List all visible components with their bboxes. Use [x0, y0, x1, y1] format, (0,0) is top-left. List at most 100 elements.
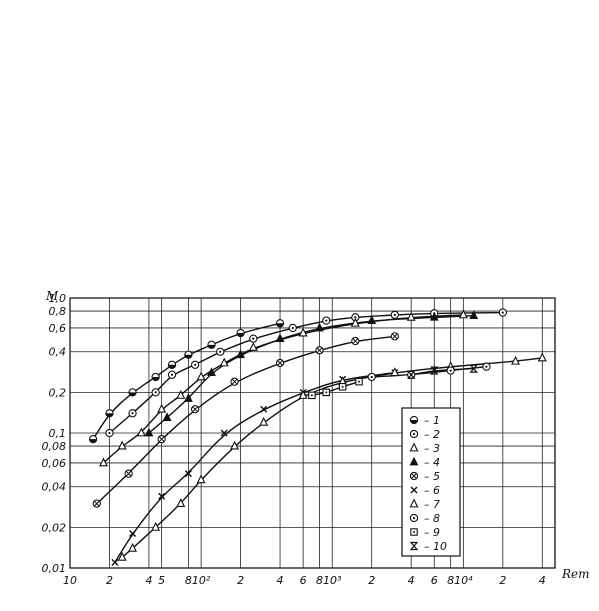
data-point-series-6	[158, 492, 166, 500]
data-point-series-2	[105, 428, 114, 438]
data-point-series-7	[390, 367, 400, 377]
legend-marker-5	[409, 471, 419, 481]
data-point-series-5	[190, 405, 200, 414]
data-point-series-5	[390, 332, 399, 341]
data-point-series-1	[167, 360, 177, 369]
data-point-series-5	[124, 469, 133, 478]
data-point-series-1	[151, 372, 160, 382]
y-tick-label: 0,06	[42, 457, 67, 470]
data-point-series-9	[338, 383, 347, 391]
x-tick-label: 2	[237, 574, 244, 587]
data-point-series-7	[537, 352, 547, 362]
data-point-series-5	[92, 499, 101, 508]
y-tick-label: 0,4	[49, 346, 67, 359]
x-tick-label: 5	[158, 574, 165, 587]
data-point-series-3	[298, 327, 308, 337]
y-tick-label: 1,0	[49, 292, 67, 305]
legend-label-7: – 7	[424, 498, 440, 511]
legend-marker-6	[410, 486, 418, 494]
series-curve-9	[311, 380, 360, 397]
legend-marker-2	[409, 429, 419, 439]
x-tick-label: 2	[368, 574, 375, 587]
data-point-series-1	[207, 340, 216, 349]
data-point-series-4	[275, 333, 285, 343]
data-point-series-1	[236, 328, 245, 338]
data-point-series-5	[230, 377, 239, 386]
data-point-series-2	[288, 323, 297, 333]
data-point-series-4	[144, 427, 154, 437]
data-point-series-3	[248, 342, 258, 351]
data-point-series-10	[406, 370, 416, 379]
data-point-series-3	[176, 389, 186, 399]
data-point-series-4	[236, 349, 246, 359]
data-point-series-9	[308, 391, 316, 400]
data-point-series-4	[315, 322, 324, 332]
data-point-series-2	[249, 334, 258, 343]
data-point-series-3	[219, 357, 229, 367]
data-point-series-4	[367, 315, 377, 324]
x-axis-label: Reт	[561, 567, 590, 581]
data-point-series-3	[136, 427, 146, 437]
x-tick-label: 6	[431, 574, 438, 587]
data-point-series-3	[458, 309, 468, 319]
data-point-series-2	[322, 316, 331, 325]
y-tick-label: 0,08	[42, 440, 67, 453]
legend-marker-4	[409, 456, 419, 466]
y-tick-label: 0,6	[49, 322, 67, 335]
data-point-series-5	[157, 435, 166, 444]
series-curve-6	[114, 371, 396, 563]
x-tick-label: 10²	[192, 574, 211, 587]
data-point-series-1	[128, 388, 137, 397]
legend-label-1: – 1	[424, 414, 440, 427]
x-tick-label: 8	[316, 574, 323, 587]
data-point-series-7	[128, 542, 138, 552]
data-point-series-3	[406, 311, 416, 321]
data-point-series-4	[429, 311, 439, 321]
x-tick-label: 10	[63, 574, 77, 587]
data-point-series-4	[207, 367, 216, 377]
x-tick-label: 2	[106, 574, 113, 587]
series-curve-4	[148, 315, 474, 434]
y-tick-label: 0,8	[49, 305, 67, 318]
y-tick-label: 0,2	[49, 386, 67, 399]
series-curve-8	[371, 365, 488, 378]
data-point-series-6	[184, 470, 192, 478]
legend-label-4: – 4	[424, 456, 440, 469]
legend-marker-9	[410, 528, 418, 536]
data-point-series-1	[275, 319, 285, 328]
data-point-series-8	[367, 372, 376, 382]
data-point-series-2	[216, 347, 225, 356]
legend-marker-3	[409, 442, 419, 452]
y-tick-labels: 1,00,8 0,6 0,4 0,2 0,10,08 0,06 0,04 0,02 0,01	[42, 292, 67, 575]
data-point-series-4	[469, 310, 479, 320]
data-point-series-9	[322, 388, 330, 397]
legend-marker-7	[409, 498, 419, 508]
y-tick-label: 0,01	[42, 562, 67, 575]
legend-label-9: – 9	[424, 526, 440, 539]
y-tick-label: 0,04	[42, 481, 67, 494]
x-tick-label: 8	[185, 574, 192, 587]
data-point-series-9	[355, 377, 363, 386]
data-point-series-3	[117, 440, 127, 450]
data-point-series-7	[117, 551, 127, 561]
data-point-series-3	[98, 457, 108, 467]
data-point-series-1	[184, 350, 193, 359]
data-point-series-5	[351, 336, 360, 346]
data-point-series-7	[230, 440, 240, 450]
x-tick-label: 10³	[323, 574, 342, 587]
legend-label-6: – 6	[424, 484, 440, 497]
x-tick-label: 4	[539, 574, 546, 587]
legend-marker-10	[409, 541, 419, 551]
data-point-series-8	[446, 366, 455, 375]
data-point-series-3	[350, 317, 360, 327]
data-point-series-6	[129, 530, 137, 538]
data-point-series-5	[315, 346, 324, 355]
legend-label-3: – 3	[424, 442, 440, 455]
data-point-series-2	[498, 308, 507, 317]
data-point-series-5	[275, 358, 285, 368]
data-point-series-10	[469, 364, 479, 373]
x-tick-label: 4	[277, 574, 284, 587]
data-point-series-2	[167, 370, 177, 379]
x-tick-label: 6	[300, 574, 307, 587]
data-point-series-10	[429, 366, 439, 375]
